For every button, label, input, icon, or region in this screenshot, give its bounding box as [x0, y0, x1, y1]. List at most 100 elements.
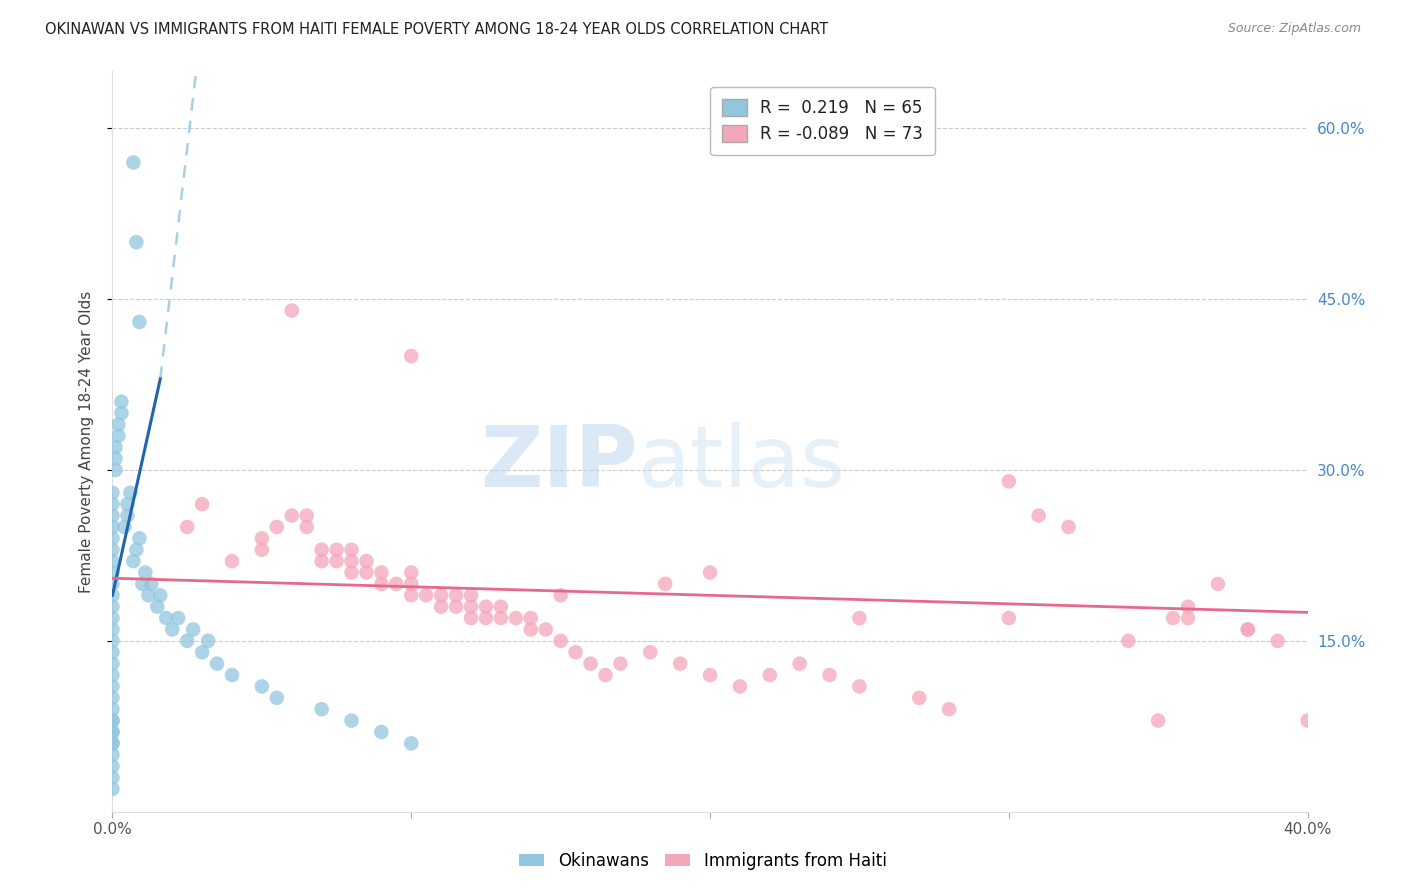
Point — [1177, 611, 1199, 625]
Point — [101, 542, 124, 557]
Legend: Okinawans, Immigrants from Haiti: Okinawans, Immigrants from Haiti — [513, 846, 893, 877]
Point — [101, 532, 124, 546]
Point — [550, 588, 572, 602]
Point — [475, 599, 498, 614]
Point — [295, 520, 318, 534]
Point — [1206, 577, 1229, 591]
Point — [938, 702, 960, 716]
Point — [176, 633, 198, 648]
Point — [110, 394, 132, 409]
Point — [266, 520, 288, 534]
Point — [104, 463, 127, 477]
Point — [669, 657, 692, 671]
Point — [1161, 611, 1184, 625]
Point — [107, 429, 129, 443]
Point — [101, 668, 124, 682]
Point — [101, 623, 124, 637]
Point — [356, 554, 378, 568]
Point — [117, 497, 139, 511]
Point — [117, 508, 139, 523]
Point — [654, 577, 676, 591]
Point — [128, 315, 150, 329]
Point — [101, 611, 124, 625]
Point — [789, 657, 811, 671]
Point — [520, 611, 543, 625]
Point — [146, 599, 169, 614]
Point — [370, 566, 392, 580]
Point — [101, 497, 124, 511]
Point — [370, 725, 392, 739]
Point — [281, 508, 304, 523]
Point — [149, 588, 172, 602]
Point — [489, 599, 512, 614]
Point — [101, 588, 124, 602]
Text: OKINAWAN VS IMMIGRANTS FROM HAITI FEMALE POVERTY AMONG 18-24 YEAR OLDS CORRELATI: OKINAWAN VS IMMIGRANTS FROM HAITI FEMALE… — [45, 22, 828, 37]
Point — [131, 577, 153, 591]
Point — [908, 690, 931, 705]
Point — [101, 736, 124, 750]
Point — [101, 520, 124, 534]
Point — [401, 566, 423, 580]
Point — [340, 714, 363, 728]
Point — [1057, 520, 1080, 534]
Point — [197, 633, 219, 648]
Point — [640, 645, 662, 659]
Point — [401, 736, 423, 750]
Point — [699, 668, 721, 682]
Text: atlas: atlas — [638, 422, 846, 505]
Point — [998, 475, 1021, 489]
Point — [1237, 623, 1260, 637]
Point — [311, 702, 333, 716]
Point — [385, 577, 408, 591]
Point — [101, 485, 124, 500]
Point — [221, 668, 243, 682]
Point — [311, 542, 333, 557]
Point — [430, 588, 453, 602]
Point — [107, 417, 129, 432]
Point — [114, 520, 135, 534]
Point — [155, 611, 177, 625]
Point — [595, 668, 617, 682]
Point — [848, 680, 870, 694]
Point — [1296, 714, 1319, 728]
Point — [520, 623, 543, 637]
Point — [138, 588, 160, 602]
Point — [104, 440, 127, 454]
Point — [759, 668, 782, 682]
Point — [101, 554, 124, 568]
Point — [475, 611, 498, 625]
Point — [1028, 508, 1050, 523]
Point — [101, 645, 124, 659]
Point — [101, 781, 124, 796]
Point — [818, 668, 841, 682]
Point — [181, 623, 204, 637]
Point — [101, 771, 124, 785]
Point — [489, 611, 512, 625]
Point — [122, 554, 145, 568]
Point — [340, 566, 363, 580]
Point — [281, 303, 304, 318]
Point — [250, 532, 273, 546]
Point — [430, 599, 453, 614]
Point — [122, 155, 145, 169]
Point — [401, 577, 423, 591]
Point — [370, 577, 392, 591]
Point — [205, 657, 228, 671]
Point — [167, 611, 190, 625]
Text: Source: ZipAtlas.com: Source: ZipAtlas.com — [1227, 22, 1361, 36]
Point — [728, 680, 751, 694]
Point — [134, 566, 156, 580]
Point — [250, 542, 273, 557]
Point — [101, 657, 124, 671]
Point — [221, 554, 243, 568]
Point — [120, 485, 142, 500]
Point — [250, 680, 273, 694]
Point — [444, 599, 467, 614]
Point — [564, 645, 586, 659]
Point — [176, 520, 198, 534]
Point — [101, 725, 124, 739]
Point — [1267, 633, 1289, 648]
Point — [356, 566, 378, 580]
Point — [128, 532, 150, 546]
Point — [101, 566, 124, 580]
